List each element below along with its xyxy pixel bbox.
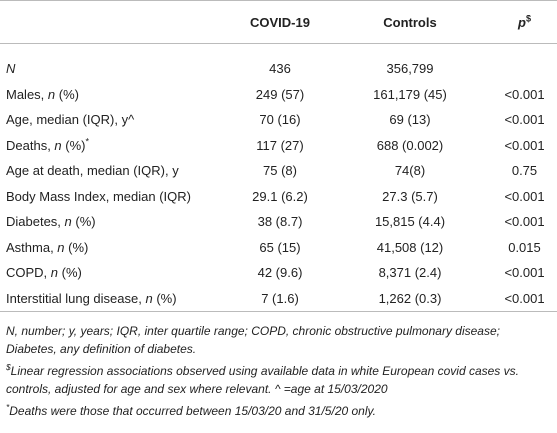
row-label: Deaths, n (%)* — [0, 133, 232, 159]
header-row: COVID-19 Controls p$ — [0, 0, 557, 44]
text-segment: n — [64, 214, 72, 230]
text-segment: Males, — [6, 86, 48, 102]
text-segment: $ — [525, 13, 531, 24]
cell: 8,371 (2.4) — [378, 265, 442, 281]
text-segment: n — [57, 239, 65, 255]
cell: 65 (15) — [259, 239, 301, 255]
cell: 75 (8) — [263, 163, 297, 179]
footnote: N, number; y, years; IQR, inter quartile… — [6, 322, 551, 358]
row-label: N — [0, 44, 232, 82]
cell: <0.001 — [504, 188, 545, 204]
row-label: Males, n (%) — [0, 82, 232, 108]
row-label: Interstitial lung disease, n (%) — [0, 285, 232, 312]
cell: 42 (9.6) — [257, 265, 303, 281]
text-segment: p — [517, 14, 526, 30]
text-segment: Diabetes, — [6, 214, 65, 230]
cell: 38 (8.7) — [257, 214, 303, 230]
cell: <0.001 — [504, 265, 545, 281]
column-header: COVID-19 — [232, 0, 328, 44]
text-segment: Asthma, — [6, 239, 58, 255]
table-row: Body Mass Index, median (IQR) 29.1 (6.2) 2… — [0, 184, 557, 210]
text-segment: (%) — [71, 214, 96, 230]
cell: 0.015 — [508, 239, 541, 255]
text-segment: N — [6, 61, 16, 77]
text-segment: * — [6, 402, 10, 412]
text-segment: * — [85, 136, 90, 147]
cell — [492, 44, 557, 82]
cell: 356,799 — [386, 61, 434, 77]
text-segment: (%) — [64, 239, 89, 255]
footnote: *Deaths were those that occurred between… — [6, 402, 551, 420]
text-segment: Age, median (IQR), y^ — [6, 112, 135, 128]
cell: 1,262 (0.3) — [328, 285, 492, 312]
cell: 0.75 — [511, 163, 538, 179]
header-cell — [0, 0, 232, 44]
table-row: Age at death, median (IQR), y 75 (8) 74(8)… — [0, 158, 557, 184]
text-segment: COVID-19 — [250, 14, 310, 30]
table-row: Asthma, n (%) 65 (15) 41,508 (12) 0.015 — [0, 235, 557, 261]
cell: 436 — [269, 61, 291, 77]
cell: 117 (27) — [256, 137, 304, 153]
text-segment: (%) — [61, 137, 86, 153]
cell: 27.3 (5.7) — [382, 188, 438, 204]
text-segment: (%) — [152, 290, 177, 306]
text-segment: n — [50, 265, 59, 281]
cell: <0.001 — [504, 86, 545, 102]
table-row: Deaths, n (%)* 117 (27) 688 (0.002) <0.001 — [0, 133, 557, 159]
text-segment: $ — [6, 362, 11, 372]
cell: 15,815 (4.4) — [374, 214, 446, 230]
text-segment: (%) — [55, 86, 79, 102]
cell: <0.001 — [504, 214, 545, 230]
cell: 161,179 (45) — [373, 86, 447, 102]
text-segment: Controls — [383, 14, 437, 30]
text-segment: COPD, — [6, 265, 51, 281]
table-row: Males, n (%) 249 (57) 161,179 (45) <0.001 — [0, 82, 557, 108]
cell: 74(8) — [394, 163, 426, 179]
cell: 688 (0.002) — [376, 137, 444, 153]
table-row: COPD, n (%) 42 (9.6) 8,371 (2.4) <0.001 — [0, 260, 557, 286]
table-row: Diabetes, n (%) 38 (8.7) 15,815 (4.4) <0.00… — [0, 209, 557, 235]
text-segment: Deaths were those that occurred between … — [9, 404, 376, 418]
column-header: Controls — [328, 0, 492, 44]
row-label: Age at death, median (IQR), y — [0, 158, 232, 184]
text-segment: n — [54, 137, 62, 153]
table-body: N 436 356,799 Males, n (%) 249 (57) 161,179 (… — [0, 44, 557, 312]
text-segment: N, number; y, years; IQR, inter quartile… — [6, 324, 500, 356]
text-segment: Age at death, median (IQR), y — [6, 163, 179, 179]
cell: 7 (1.6) — [232, 285, 328, 312]
cell: 69 (13) — [389, 112, 431, 128]
footnotes: N, number; y, years; IQR, inter quartile… — [0, 312, 557, 420]
text-segment: n — [47, 86, 56, 102]
row-label: Body Mass Index, median (IQR) — [0, 184, 232, 210]
text-segment: Interstitial lung disease, — [6, 290, 146, 306]
cell: <0.001 — [492, 285, 557, 312]
table-row: Interstitial lung disease, n (%) 7 (1.6) 1… — [0, 285, 557, 312]
row-label: Diabetes, n (%) — [0, 209, 232, 235]
column-header: p$ — [492, 0, 557, 44]
text-segment: (%) — [58, 265, 82, 281]
table-row: Age, median (IQR), y^ 70 (16) 69 (13) <0.00… — [0, 107, 557, 133]
text-segment: Linear regression associations observed … — [6, 364, 519, 396]
text-segment: n — [145, 290, 153, 306]
cell: 70 (16) — [259, 112, 301, 128]
cell: <0.001 — [504, 137, 545, 153]
cell: <0.001 — [504, 112, 545, 128]
text-segment: Deaths, — [6, 137, 55, 153]
data-table: COVID-19 Controls p$ N 436 356,799 Males, n (… — [0, 0, 557, 312]
footnote: $Linear regression associations observed… — [6, 362, 551, 398]
row-label: Asthma, n (%) — [0, 235, 232, 261]
cell: 249 (57) — [255, 86, 305, 102]
row-label: Age, median (IQR), y^ — [0, 107, 232, 133]
table-row: N 436 356,799 — [0, 44, 557, 82]
cell: 41,508 (12) — [376, 239, 444, 255]
row-label: COPD, n (%) — [0, 260, 232, 286]
cell: 29.1 (6.2) — [252, 188, 308, 204]
text-segment: Body Mass Index, median (IQR) — [6, 188, 191, 204]
